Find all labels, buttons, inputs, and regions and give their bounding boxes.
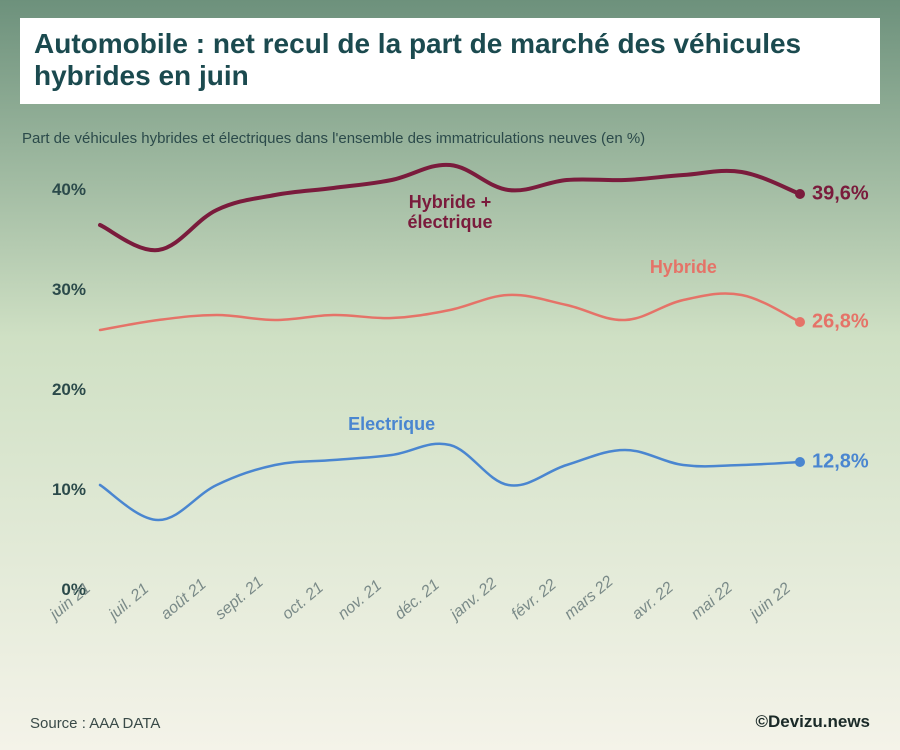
hybride_electrique-series-label: Hybride +électrique [390,193,510,233]
chart-title: Automobile : net recul de la part de mar… [34,28,866,92]
y-axis-tick-label: 10% [26,480,86,500]
electrique-series-label: Electrique [332,415,452,435]
chart-svg [100,170,800,590]
hybride-end-label: 26,8% [812,311,869,334]
y-axis-tick-label: 30% [26,280,86,300]
electrique-end-marker [795,457,805,467]
electrique-end-label: 12,8% [812,451,869,474]
hybride_electrique-end-label: 39,6% [812,183,869,206]
plot-area: 0%10%20%30%40%juin 21juil. 21août 21sept… [100,170,800,590]
electrique-line [100,444,800,520]
copyright-text: ©Devizu.news [755,712,870,732]
hybride-series-label: Hybride [623,258,743,278]
chart-subtitle: Part de véhicules hybrides et électrique… [22,130,645,147]
hybride-end-marker [795,317,805,327]
hybride_electrique-end-marker [795,189,805,199]
source-text: Source : AAA DATA [30,715,160,732]
y-axis-tick-label: 20% [26,380,86,400]
title-box: Automobile : net recul de la part de mar… [20,18,880,104]
y-axis-tick-label: 40% [26,180,86,200]
hybride-line [100,293,800,330]
